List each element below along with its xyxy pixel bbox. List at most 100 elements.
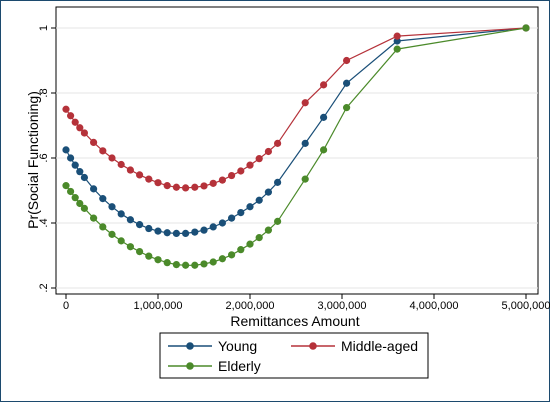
data-point [117,160,125,169]
data-point [90,214,98,222]
data-point [136,221,144,229]
plot-area [55,6,539,295]
data-point [126,243,134,251]
data-point [163,229,171,237]
data-point [191,261,199,269]
data-point [301,99,309,107]
y-tick-label: .8 [38,88,50,97]
data-point [62,182,70,190]
y-tick-label: .4 [38,218,50,227]
data-point [163,259,171,267]
data-point [108,230,116,238]
data-point [80,173,88,182]
series-elderly [62,24,530,269]
data-point [320,81,328,89]
legend-label: Middle-aged [341,338,418,354]
data-point [67,187,75,196]
data-point [71,161,79,169]
x-tick-label: 3,000,000 [318,300,367,312]
data-point [136,171,144,179]
legend-label: Young [218,338,257,354]
data-point [108,154,116,162]
y-tick-label: .2 [38,283,50,292]
data-point [90,185,98,193]
data-point [343,104,351,112]
data-point [264,226,272,234]
data-point [237,209,245,217]
data-point [255,155,263,163]
series-young [62,24,530,237]
data-point [218,219,226,227]
data-point [320,113,328,121]
data-point [274,178,282,186]
data-point [191,228,199,236]
legend-marker [309,342,317,350]
data-point [200,260,208,268]
x-tick-label: 0 [63,300,69,312]
data-point [80,129,88,137]
data-point [172,229,180,237]
data-point [255,234,263,242]
data-point [99,147,107,155]
data-point [163,182,171,190]
legend-marker [186,362,194,370]
series-middle-aged [62,24,530,192]
data-point [200,182,208,190]
data-point [126,166,134,174]
data-point [218,255,226,263]
data-point [80,204,88,212]
data-point [62,146,70,154]
x-axis-title: Remittances Amount [230,313,359,329]
data-point [154,179,162,187]
data-point [393,32,401,40]
data-point [154,227,162,235]
data-point [126,216,134,224]
data-point [228,251,236,259]
data-point [154,256,162,264]
data-point [301,139,309,147]
data-point [209,258,217,266]
data-point [301,175,309,183]
series-group [62,24,530,269]
data-point [67,112,75,120]
data-point [393,45,401,53]
data-point [76,124,84,132]
data-point [62,105,70,113]
data-point [145,252,153,260]
data-point [246,203,254,211]
data-point [108,203,116,211]
data-point [274,139,282,147]
data-point [182,184,190,192]
y-tick-label: 1 [38,25,50,31]
data-point [136,248,144,256]
data-point [246,240,254,248]
data-point [320,146,328,154]
data-point [522,24,530,32]
legend-label: Elderly [218,358,261,374]
data-point [237,246,245,254]
data-point [172,261,180,269]
data-point [228,214,236,222]
x-tick-label: 5,000,000 [502,300,550,312]
legend-box [159,332,429,379]
data-point [255,196,263,204]
data-point [99,195,107,203]
data-point [117,210,125,218]
data-point [67,154,75,162]
data-point [71,118,79,126]
data-point [172,183,180,191]
axes: .2 .4 .6 .8 1 0 1,000,000 2,000,000 3,000,000 4,0… [38,25,550,312]
x-tick-label: 1,000,000 [134,300,183,312]
data-point [99,223,107,231]
data-point [182,261,190,269]
data-point [200,226,208,234]
data-point [343,79,351,87]
data-point [145,224,153,233]
y-tick-label: .6 [38,153,50,162]
y-axis-title: Pr(Social Functioning) [25,91,41,229]
data-point [237,167,245,175]
data-point [209,179,217,187]
data-point [182,229,190,237]
data-point [228,171,236,180]
